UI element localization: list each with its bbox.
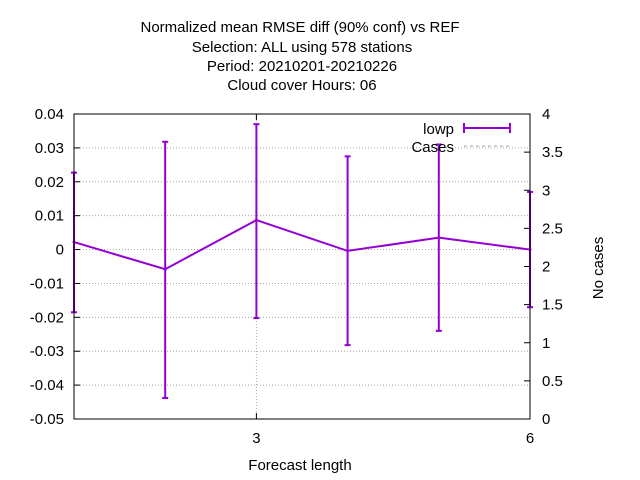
x-tick-label: 3 bbox=[252, 430, 260, 447]
lowp-line bbox=[73, 218, 531, 271]
plot-frame bbox=[73, 113, 531, 420]
chart-title-line-4: Cloud cover Hours: 06 bbox=[227, 77, 376, 94]
lowp-point bbox=[346, 249, 350, 253]
legend: lowp Cases bbox=[411, 121, 511, 156]
y-tick-label: 0.04 bbox=[35, 106, 64, 123]
y2-tick-label: 0.5 bbox=[542, 373, 563, 390]
grid bbox=[74, 114, 530, 419]
y-tick-label: 0 bbox=[56, 242, 64, 259]
y-tick-label: 0.03 bbox=[35, 140, 64, 157]
y2-axis-label: No cases bbox=[590, 237, 607, 300]
y2-tick-label: 3.5 bbox=[542, 144, 563, 161]
legend-label-lowp: lowp bbox=[423, 121, 454, 138]
legend-swatch-lowp bbox=[463, 123, 511, 133]
chart-title-block: Normalized mean RMSE diff (90% conf) vs … bbox=[141, 19, 460, 94]
y2-tick-label: 1 bbox=[542, 335, 550, 352]
chart-title-line-2: Selection: ALL using 578 stations bbox=[192, 39, 412, 56]
y-tick-label: -0.01 bbox=[30, 275, 64, 292]
lowp-point bbox=[163, 267, 167, 271]
y-tick-label: -0.03 bbox=[30, 343, 64, 360]
y-tick-label: -0.04 bbox=[30, 377, 64, 394]
chart-title-line-3: Period: 20210201-20210226 bbox=[207, 58, 397, 75]
y-tick-label: 0.01 bbox=[35, 208, 64, 225]
lowp-point bbox=[437, 236, 441, 240]
chart-title-line-1: Normalized mean RMSE diff (90% conf) vs … bbox=[141, 19, 460, 36]
y2-axis-ticks: 4 3.5 3 2.5 2 1.5 1 0.5 0 bbox=[524, 106, 563, 428]
y2-tick-label: 0 bbox=[542, 411, 550, 428]
y-tick-label: -0.05 bbox=[30, 411, 64, 428]
y-tick-label: 0.02 bbox=[35, 174, 64, 191]
y-axis-ticks: 0.04 0.03 0.02 0.01 0 -0.01 -0.02 -0.03 -0.04 -0.… bbox=[30, 106, 80, 428]
y-tick-label: -0.02 bbox=[30, 309, 64, 326]
lowp-point bbox=[254, 218, 258, 222]
y2-tick-label: 4 bbox=[542, 106, 550, 123]
x-tick-label: 6 bbox=[526, 430, 534, 447]
y2-tick-label: 3 bbox=[542, 182, 550, 199]
y2-tick-label: 2.5 bbox=[542, 220, 563, 237]
x-axis-label: Forecast length bbox=[248, 457, 351, 474]
legend-label-cases: Cases bbox=[411, 139, 454, 156]
y2-tick-label: 2 bbox=[542, 259, 550, 276]
lowp-series bbox=[71, 123, 533, 399]
y2-tick-label: 1.5 bbox=[542, 297, 563, 314]
